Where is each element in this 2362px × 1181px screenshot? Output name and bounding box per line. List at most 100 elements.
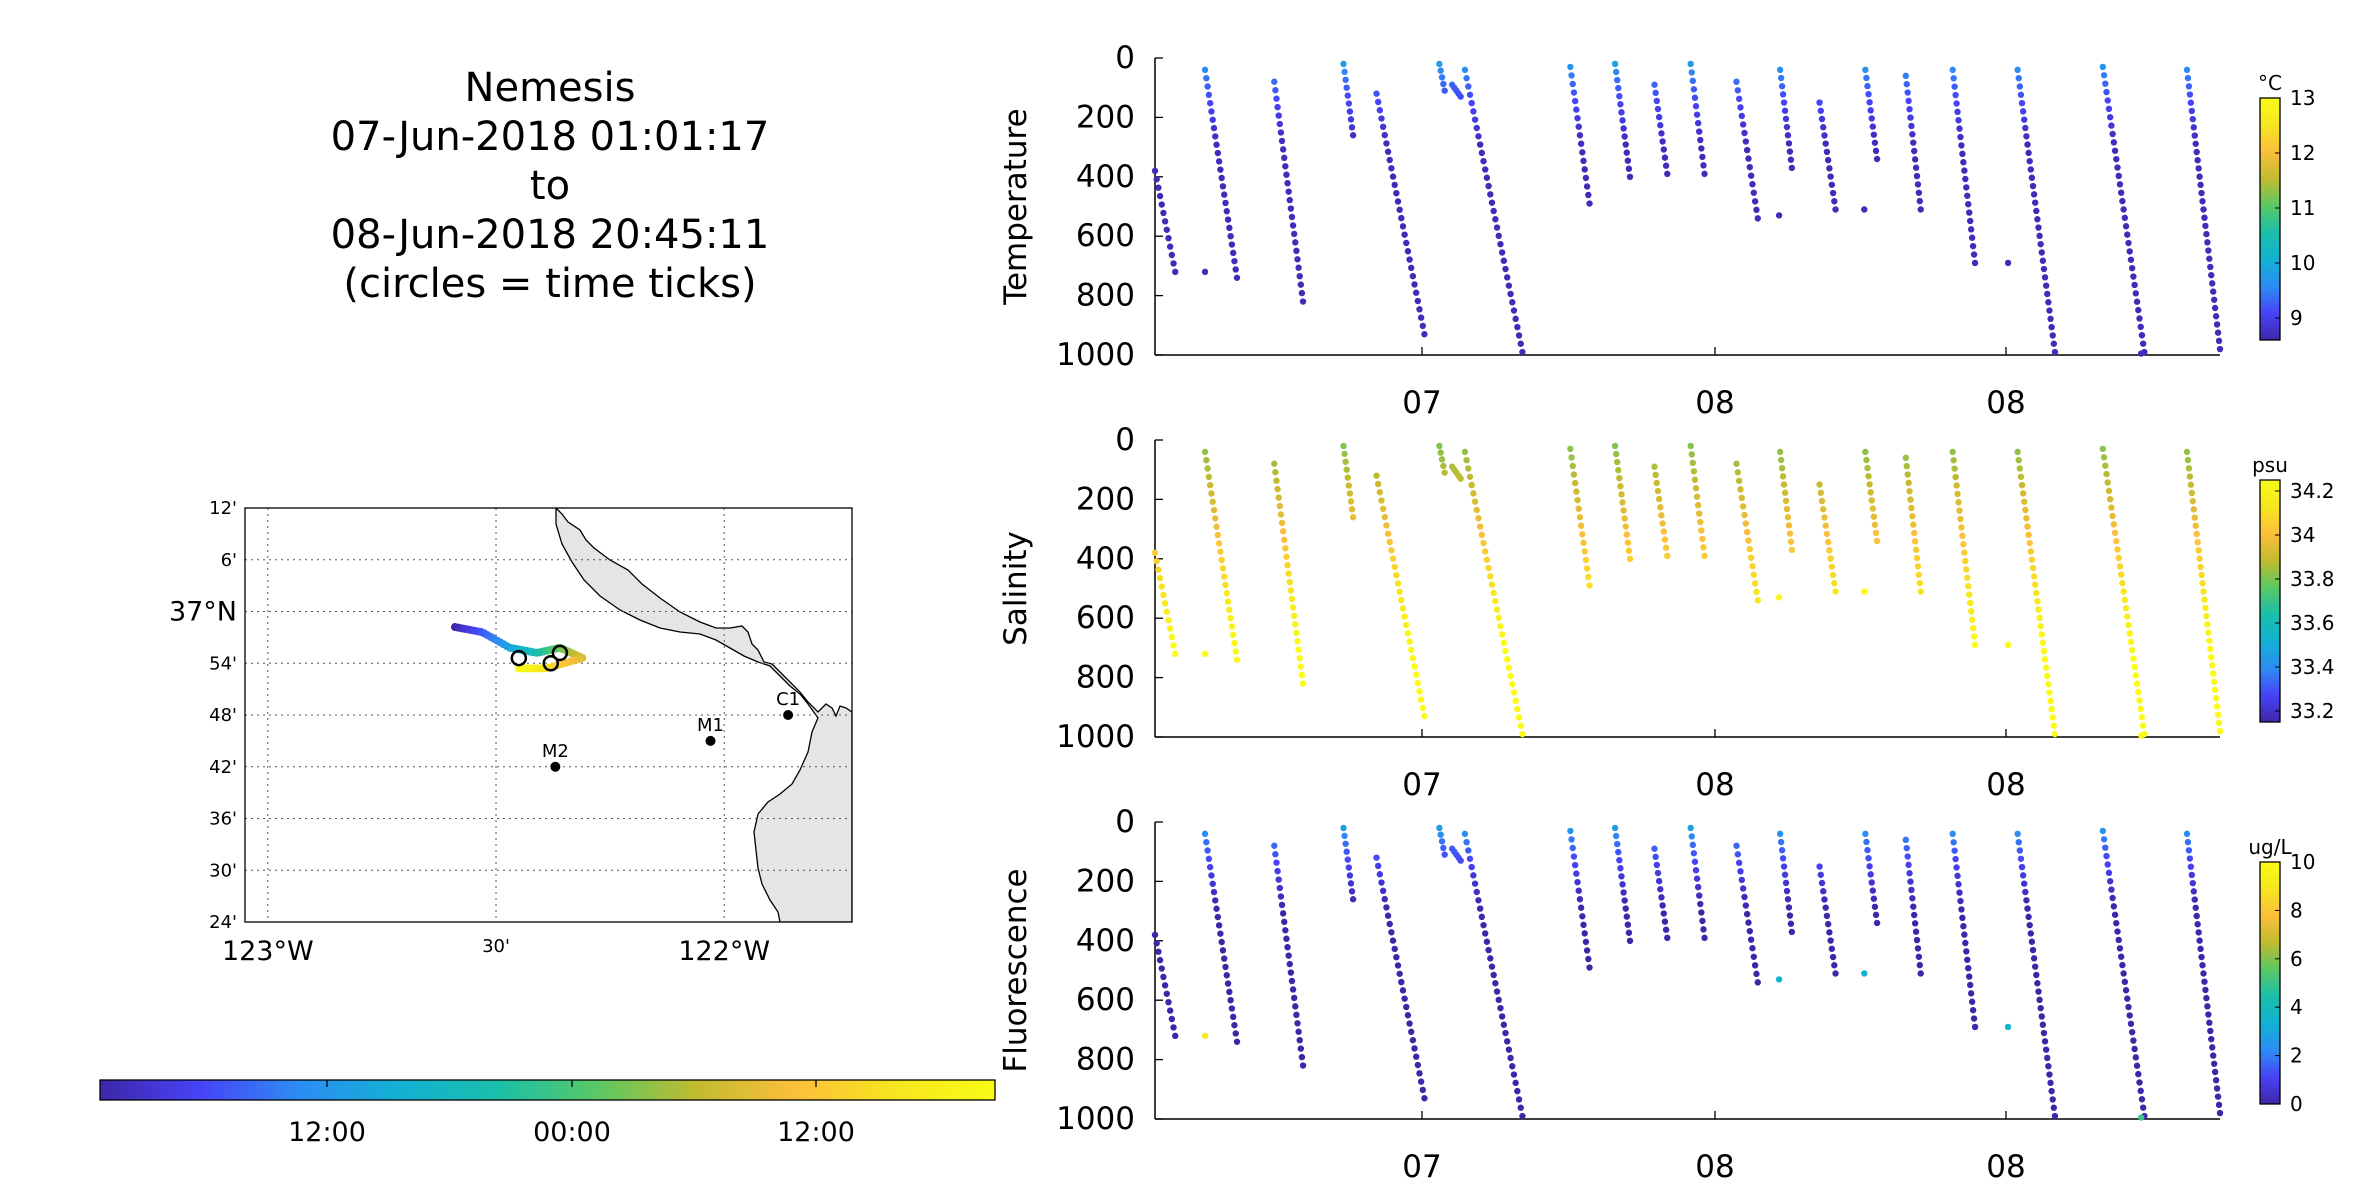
profile-point (1214, 913, 1222, 921)
profile-point (2212, 313, 2220, 320)
profile-point (1909, 131, 1916, 138)
profile-point (1208, 108, 1215, 115)
profile-point (1903, 844, 1910, 852)
profile-point (1816, 99, 1823, 106)
profile-point (1654, 487, 1662, 495)
profile-point (1274, 485, 1281, 493)
profile-point (1866, 481, 1873, 488)
profile-point (1576, 132, 1584, 139)
profile-point (1294, 1020, 1301, 1027)
profile-point (1215, 540, 1223, 547)
profile-point (2104, 479, 2111, 486)
profile-point (1820, 888, 1827, 895)
profile-point (1412, 289, 1420, 296)
profile-point (1750, 953, 1757, 960)
profile-point (1787, 920, 1795, 927)
profile-point (1517, 1104, 1524, 1111)
profile-point (1968, 234, 1976, 241)
profile-point (2050, 722, 2058, 729)
profile-point (1498, 249, 1506, 256)
profile-point (1403, 239, 1410, 247)
profile-point (2114, 164, 2121, 171)
profile-point (1482, 930, 1489, 937)
profile-point (2039, 257, 2047, 264)
profile-point (1349, 896, 1357, 903)
profile-point (1960, 541, 1967, 548)
profile-point (1212, 133, 1219, 140)
profile-point (1224, 216, 1232, 223)
profile-point (2189, 879, 2197, 887)
profile-point (1914, 945, 1922, 952)
profile-point (2116, 181, 2124, 188)
profile-point (1966, 599, 1974, 607)
profile-point (1969, 1006, 1977, 1014)
title-line-note: (circles = time ticks) (343, 261, 757, 307)
profile-point (1907, 496, 1914, 503)
profile-point (1287, 205, 1295, 212)
profile-point (1953, 100, 1960, 107)
profile-point (2215, 337, 2223, 345)
value-colorbar (2259, 97, 2281, 341)
profile-point (1153, 176, 1160, 183)
profile-point (1828, 563, 1836, 570)
profile-point (1914, 181, 1922, 188)
profile-point (2133, 1062, 2141, 1069)
profile-point (1507, 1054, 1514, 1062)
profile-point (2191, 896, 2198, 903)
profile-point (2190, 124, 2197, 131)
profile-point (1623, 913, 1630, 920)
profile-point (1664, 552, 1671, 560)
profile-point (1831, 962, 1838, 969)
profile-point (1697, 518, 1704, 526)
profile-point (1583, 947, 1591, 954)
profile-point (1441, 469, 1448, 476)
profile-point (1692, 867, 1700, 874)
profile-point (1781, 871, 1789, 878)
profile-point (2198, 571, 2205, 579)
profile-point (1662, 162, 1670, 169)
profile-point (2021, 116, 2028, 123)
profile-point (1905, 97, 1912, 105)
profile-point (1829, 189, 1837, 197)
profile-point (1569, 462, 1576, 470)
profile-point (1272, 851, 1279, 858)
profile-point (2038, 1013, 2045, 1020)
profile-point (1276, 120, 1284, 128)
profile-point (1754, 979, 1761, 986)
profile-point (1163, 608, 1171, 615)
profile-point (2184, 74, 2192, 82)
profile-point (1417, 314, 1425, 321)
profile-point (1283, 171, 1290, 178)
profile-point (1172, 650, 1179, 658)
profile-point (1232, 266, 1239, 273)
profile-point (1273, 859, 1280, 866)
profile-point (1969, 242, 1977, 250)
profile-point (2050, 340, 2058, 347)
profile-point (1579, 149, 1586, 156)
profile-point (1657, 122, 1664, 129)
profile-point (1465, 847, 1472, 854)
colorbar-tick-label: 33.6 (2290, 611, 2335, 635)
profile-point (1701, 552, 1708, 560)
profile-point (1782, 497, 1790, 505)
profile-point (2133, 298, 2141, 305)
profile-point (1913, 936, 1921, 944)
profile-point (1585, 955, 1592, 963)
profile-point (1344, 856, 1351, 863)
profile-point (1213, 905, 1220, 912)
profile-point (1172, 1032, 1179, 1040)
profile-point (1963, 948, 1970, 955)
profile-point (2109, 512, 2116, 520)
profile-point (1373, 90, 1380, 97)
profile-point (1398, 596, 1405, 604)
profile-point (1832, 206, 1839, 213)
profile-point (1288, 213, 1296, 221)
profile-point (1954, 108, 1961, 116)
profile-point (2027, 166, 2035, 173)
x-tick-label: 08 (1986, 1149, 2025, 1181)
profile-point (1492, 598, 1499, 605)
profile-point (1416, 688, 1423, 695)
mooring-stations: M2 M1 C1 (542, 689, 800, 772)
profile-point (2029, 182, 2037, 190)
